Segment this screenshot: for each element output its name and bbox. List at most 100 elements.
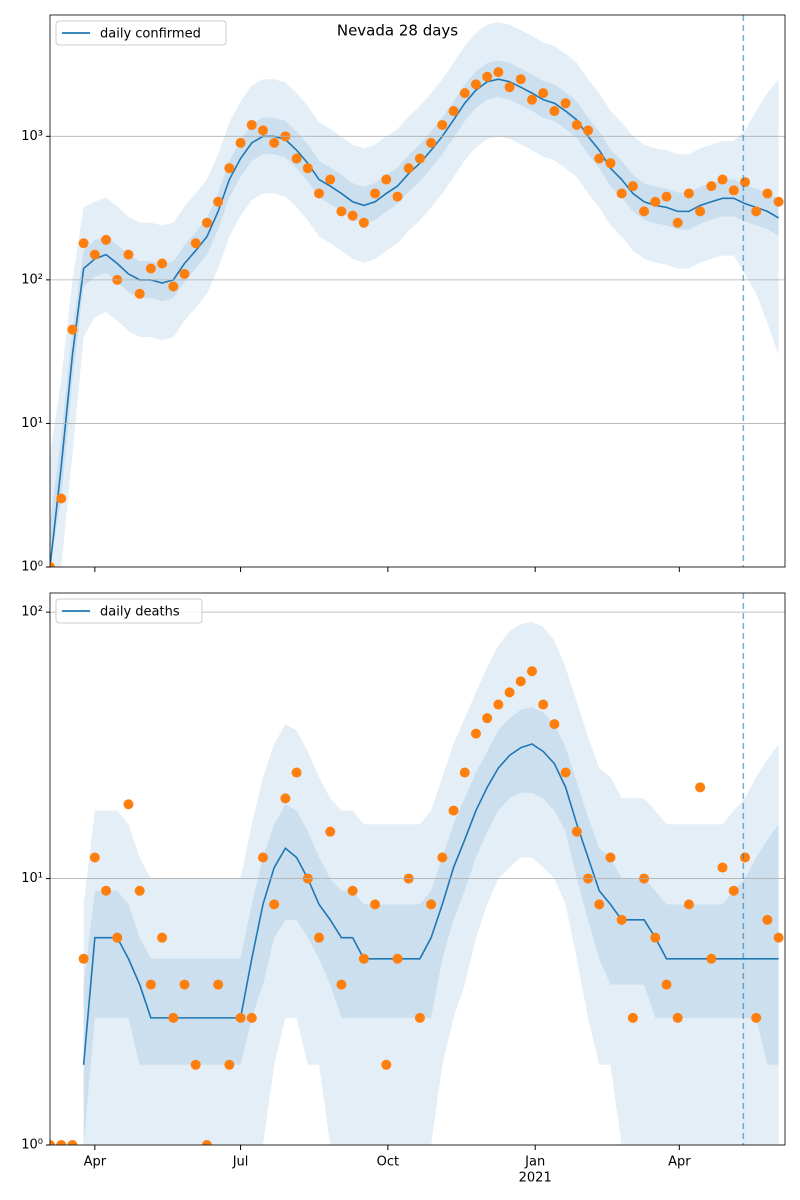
observed-point (661, 979, 672, 990)
observed-point (190, 238, 201, 249)
observed-point (493, 67, 504, 78)
observed-point (639, 206, 650, 217)
observed-point (605, 158, 616, 169)
observed-point (246, 1012, 257, 1023)
observed-point (325, 174, 336, 185)
legend-box (55, 20, 227, 46)
x-tick-label: Jul (232, 1155, 249, 1170)
observed-point (224, 1059, 235, 1070)
observed-point (224, 163, 235, 174)
observed-point (336, 979, 347, 990)
y-tick-label: 10⁰ (21, 560, 43, 575)
observed-point (123, 799, 134, 810)
observed-point (67, 324, 78, 335)
x-tick-label: Jan (524, 1155, 545, 1170)
observed-point (650, 932, 661, 943)
observed-point (414, 153, 425, 164)
observed-point (347, 210, 358, 221)
observed-point (145, 263, 156, 274)
observed-point (257, 852, 268, 863)
observed-point (213, 979, 224, 990)
observed-point (751, 1012, 762, 1023)
observed-point (448, 106, 459, 117)
observed-point (381, 1059, 392, 1070)
observed-point (504, 687, 515, 698)
observed-point (280, 793, 291, 804)
observed-point (627, 181, 638, 192)
observed-point (414, 1012, 425, 1023)
observed-point (571, 119, 582, 130)
observed-point (426, 137, 437, 148)
observed-point (683, 188, 694, 199)
observed-point (201, 217, 212, 228)
observed-point (56, 493, 67, 504)
observed-point (549, 106, 560, 117)
observed-point (291, 767, 302, 778)
observed-point (560, 767, 571, 778)
observed-point (560, 98, 571, 109)
observed-point (336, 206, 347, 217)
y-tick-label: 10² (21, 272, 43, 287)
observed-point (246, 119, 257, 130)
plot-area (50, 621, 784, 1145)
legend-label: daily deaths (100, 605, 180, 620)
observed-point (325, 826, 336, 837)
observed-point (347, 885, 358, 896)
observed-point (695, 782, 706, 793)
y-tick-label: 10² (21, 605, 43, 620)
observed-point (213, 196, 224, 207)
observed-point (50, 562, 55, 567)
observed-point (751, 206, 762, 217)
chart-title: Nevada 28 days (337, 22, 458, 40)
observed-point (739, 177, 750, 188)
observed-point (728, 885, 739, 896)
observed-point (101, 885, 112, 896)
observed-point (392, 953, 403, 964)
uncertainty-band (83, 707, 779, 1145)
observed-point (762, 914, 773, 925)
observed-point (381, 174, 392, 185)
x-tick-label: Oct (377, 1155, 399, 1170)
observed-point (157, 932, 168, 943)
observed-point (235, 137, 246, 148)
observed-point (695, 206, 706, 217)
observed-point (67, 1140, 78, 1145)
observed-point (605, 852, 616, 863)
observed-point (526, 94, 537, 105)
observed-point (179, 268, 190, 279)
observed-point (370, 899, 381, 910)
observed-point (235, 1012, 246, 1023)
observed-point (583, 125, 594, 136)
observed-point (314, 932, 325, 943)
observed-point (157, 258, 168, 269)
axes-frame (49, 592, 786, 1146)
observed-point (50, 1140, 55, 1145)
observed-point (190, 1059, 201, 1070)
observed-point (672, 1012, 683, 1023)
observed-point (717, 862, 728, 873)
observed-point (616, 914, 627, 925)
observed-point (437, 852, 448, 863)
observed-point (134, 288, 145, 299)
y-tick-label: 10¹ (21, 871, 43, 886)
legend-box (55, 598, 203, 624)
x-sublabel: 2021 (519, 1171, 552, 1186)
observed-point (392, 191, 403, 202)
observed-point (762, 188, 773, 199)
observed-point (616, 188, 627, 199)
observed-point (426, 899, 437, 910)
uncertainty-band (50, 60, 779, 567)
observed-point (459, 767, 470, 778)
observed-point (269, 899, 280, 910)
observed-point (89, 852, 100, 863)
observed-point (739, 852, 750, 863)
legend-label: daily confirmed (100, 27, 201, 42)
observed-point (89, 249, 100, 260)
observed-point (403, 163, 414, 174)
median-line (82, 743, 779, 1065)
observed-point (728, 185, 739, 196)
observed-point (538, 88, 549, 99)
observed-point (515, 74, 526, 85)
observed-point (594, 153, 605, 164)
